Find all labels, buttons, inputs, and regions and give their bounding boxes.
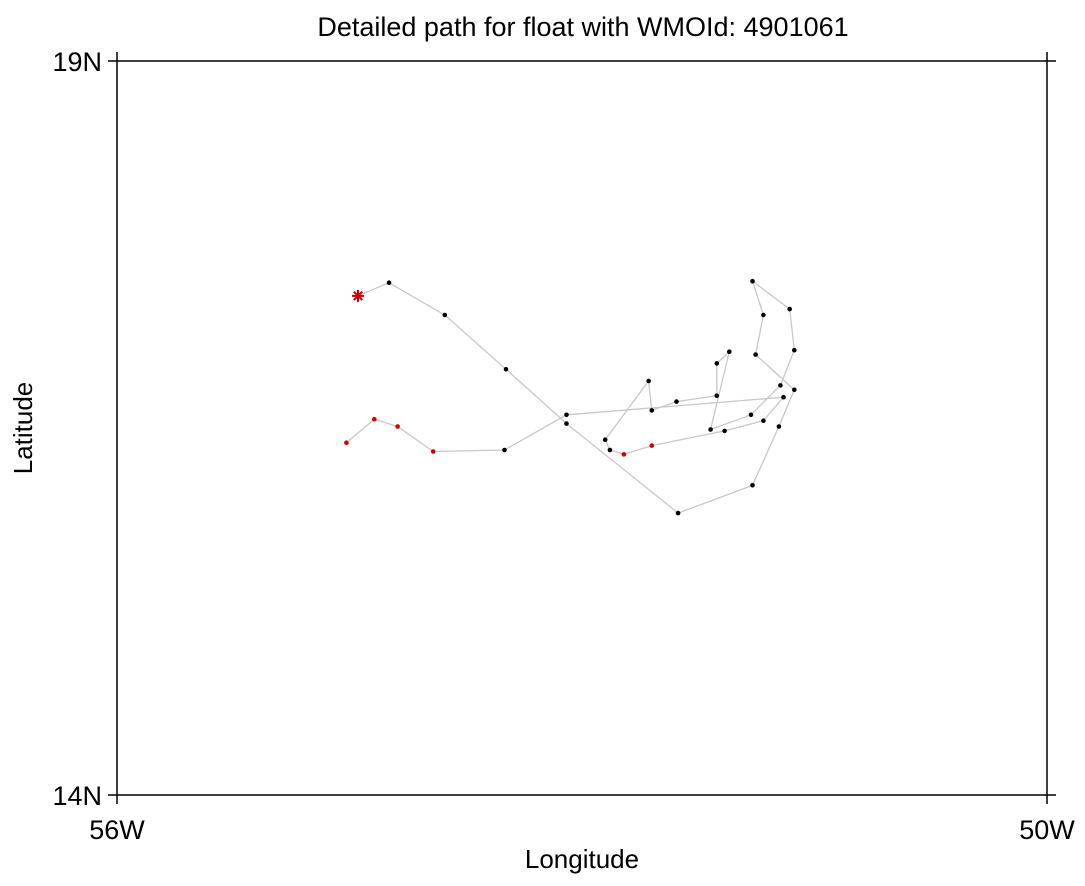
y-tick-label: 19N xyxy=(52,47,102,77)
x-tick-label: 56W xyxy=(89,815,145,845)
position-point xyxy=(674,399,679,404)
position-point xyxy=(386,280,392,286)
position-point xyxy=(675,510,681,516)
position-point xyxy=(646,378,651,384)
position-point xyxy=(602,437,608,443)
position-point xyxy=(395,424,400,429)
position-point xyxy=(708,427,713,432)
position-point xyxy=(792,387,797,393)
chart-title: Detailed path for float with WMOId: 4901… xyxy=(317,12,848,42)
y-axis-label: Latitude xyxy=(8,382,38,475)
position-point xyxy=(748,412,754,418)
position-point xyxy=(344,440,349,446)
x-axis-label: Longitude xyxy=(525,844,639,874)
position-point xyxy=(714,393,720,399)
position-point xyxy=(621,452,627,457)
position-point xyxy=(778,383,783,388)
position-point xyxy=(430,449,436,454)
x-tick-label: 50W xyxy=(1019,815,1075,845)
float-track-line xyxy=(345,279,796,514)
position-point xyxy=(750,278,755,284)
position-point xyxy=(649,408,655,413)
position-point xyxy=(372,416,377,422)
position-point xyxy=(753,352,758,357)
position-point xyxy=(564,412,569,418)
position-point xyxy=(714,361,720,366)
start-position-marker xyxy=(352,289,364,302)
position-point xyxy=(502,447,507,453)
position-point xyxy=(503,367,509,372)
float-track xyxy=(345,279,796,514)
position-point xyxy=(750,483,755,488)
position-point xyxy=(442,312,448,318)
position-point xyxy=(792,347,797,353)
position-point xyxy=(776,424,782,429)
position-point xyxy=(787,306,792,312)
start-marker-stroke xyxy=(353,290,364,301)
position-point xyxy=(722,428,727,434)
position-point xyxy=(761,418,766,424)
float-positions xyxy=(344,278,797,516)
position-point xyxy=(607,447,613,453)
plot-frame xyxy=(108,52,1056,804)
position-point xyxy=(761,312,766,318)
position-point xyxy=(781,394,786,400)
axis-ticks: 56W 50W 14N 19N xyxy=(52,47,1075,845)
position-point xyxy=(727,349,732,355)
position-point xyxy=(564,421,569,426)
position-point xyxy=(649,443,655,448)
y-tick-label: 14N xyxy=(52,781,102,811)
